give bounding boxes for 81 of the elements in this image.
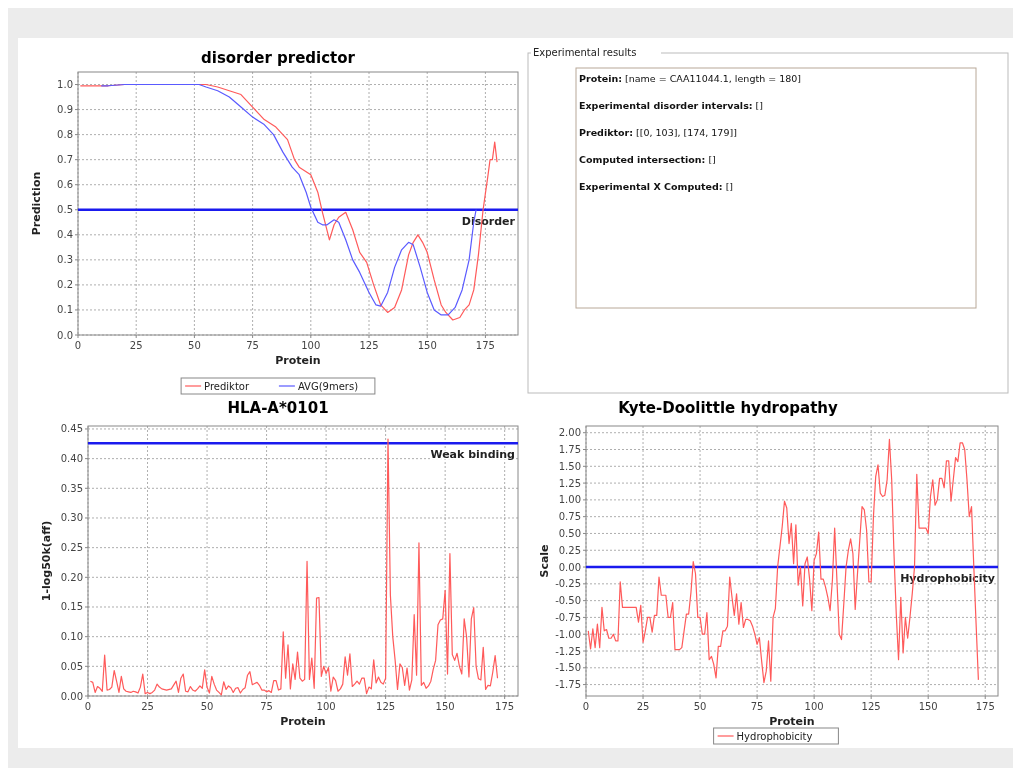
y-tick-label: -1.00: [555, 628, 581, 640]
text: Prediktor: [[0, 103], [174, 179]]: [579, 127, 737, 138]
y-tick-label: 0.3: [57, 254, 73, 266]
y-tick-label: 0.10: [60, 631, 83, 643]
x-tick-label: 100: [301, 340, 321, 351]
legend-label: Prediktor: [204, 380, 250, 392]
x-tick-label: 175: [495, 701, 515, 712]
y-tick-label: 1.50: [558, 460, 581, 472]
y-tick-label: 0.7: [57, 154, 73, 166]
chart-title: HLA-A*0101: [227, 399, 329, 417]
y-tick-label: 0.1: [57, 304, 73, 316]
x-tick-label: 0: [74, 340, 82, 351]
y-tick-label: -0.25: [555, 578, 581, 590]
y-tick-label: 0.6: [57, 179, 73, 191]
x-tick-label: 150: [918, 701, 938, 712]
ref-line-label: Disorder: [461, 214, 516, 228]
text: Experimental results: [533, 47, 637, 58]
y-tick-label: 1.75: [558, 444, 581, 456]
y-axis-title: Prediction: [30, 171, 43, 236]
y-tick-label: 0.00: [60, 690, 83, 702]
x-tick-label: 25: [129, 340, 143, 351]
x-tick-label: 125: [861, 701, 881, 712]
x-tick-label: 150: [417, 340, 437, 351]
x-tick-label: 0: [582, 701, 590, 712]
x-tick-label: 50: [200, 701, 214, 712]
x-tick-label: 125: [359, 340, 379, 351]
legend-label: Hydrophobicity: [736, 730, 813, 742]
y-tick-label: -1.25: [555, 645, 581, 657]
y-tick-label: 0.00: [558, 561, 581, 573]
y-tick-label: 0.30: [60, 512, 83, 524]
x-tick-label: 100: [804, 701, 824, 712]
x-tick-label: 150: [435, 701, 455, 712]
x-tick-label: 75: [260, 701, 273, 712]
legend-label: AVG(9mers): [297, 380, 359, 392]
y-tick-label: -1.50: [555, 662, 581, 674]
x-tick-label: 25: [141, 701, 154, 712]
y-tick-label: -0.50: [555, 595, 581, 607]
y-tick-label: 0.8: [57, 129, 73, 141]
y-tick-label: 0.2: [57, 279, 73, 291]
y-tick-label: 0.40: [60, 453, 83, 465]
x-tick-label: 0: [84, 701, 92, 712]
y-tick-label: 0.25: [60, 542, 83, 554]
x-tick-label: 100: [316, 701, 336, 712]
y-tick-label: 0.50: [558, 527, 581, 539]
y-tick-label: 1.00: [558, 494, 581, 506]
y-tick-label: 0.05: [60, 660, 83, 672]
x-axis-title: Protein: [769, 715, 815, 728]
x-tick-label: 50: [693, 701, 707, 712]
x-tick-label: 75: [246, 340, 259, 351]
y-tick-label: -0.75: [555, 611, 581, 623]
y-axis-title: Scale: [538, 544, 551, 578]
ref-line-label: Weak binding: [430, 448, 515, 462]
y-tick-label: -1.75: [555, 679, 581, 691]
y-tick-label: 1.25: [558, 477, 581, 489]
chart-title: disorder predictor: [201, 49, 356, 67]
text: Experimental disorder intervals: []: [579, 100, 764, 111]
y-tick-label: 0.75: [558, 511, 581, 523]
y-tick-label: 0.4: [57, 229, 73, 241]
x-tick-label: 175: [975, 701, 995, 712]
y-tick-label: 0.15: [60, 601, 83, 613]
text: Protein: [name = CAA11044.1, length = 180]: [579, 73, 801, 84]
text: Computed intersection: []: [579, 154, 716, 165]
y-tick-label: 0.9: [57, 104, 73, 116]
y-tick-label: 1.0: [57, 79, 73, 91]
y-tick-label: 0.20: [60, 571, 83, 583]
y-axis-title: 1-log50k(aff): [40, 520, 53, 602]
y-tick-label: 0.35: [60, 482, 83, 494]
y-tick-label: 0.0: [57, 329, 73, 341]
x-tick-label: 75: [750, 701, 764, 712]
x-tick-label: 175: [475, 340, 495, 351]
x-axis-title: Protein: [275, 354, 321, 367]
x-axis-title: Protein: [280, 715, 326, 728]
y-tick-label: 0.5: [57, 204, 73, 216]
text: Experimental X Computed: []: [579, 181, 734, 192]
x-tick-label: 25: [636, 701, 650, 712]
x-tick-label: 125: [376, 701, 396, 712]
y-tick-label: 0.45: [60, 423, 83, 435]
y-tick-label: 2.00: [558, 427, 581, 439]
x-tick-label: 50: [188, 340, 201, 351]
y-tick-label: 0.25: [558, 544, 581, 556]
chart-title: Kyte-Doolittle hydropathy: [618, 399, 839, 417]
